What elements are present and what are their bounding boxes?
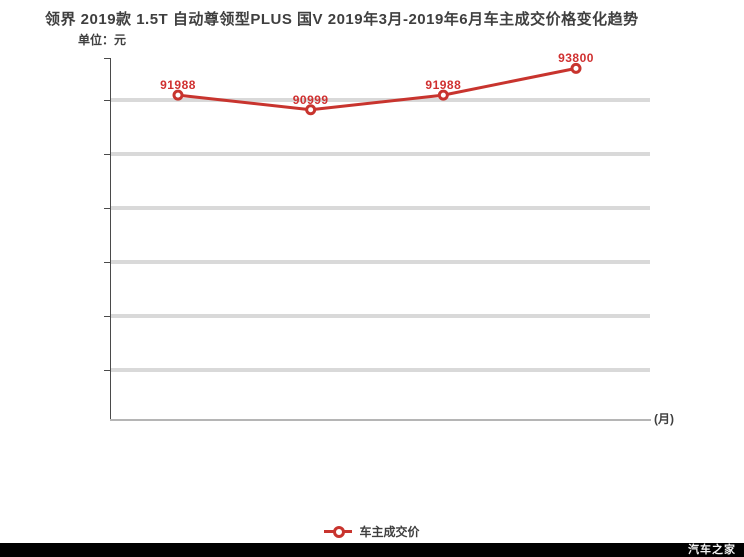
legend: 车主成交价 [0, 522, 744, 540]
footer-bar: 汽车之家 [0, 543, 744, 557]
x-axis-unit-label: (月) [654, 412, 674, 426]
y-axis-tick [104, 100, 110, 101]
gridline [111, 206, 650, 210]
y-axis-tick [104, 154, 110, 155]
y-axis-line [110, 58, 111, 421]
y-axis-tick [104, 316, 110, 317]
price-line-series [172, 62, 582, 116]
data-point-label: 90999 [292, 92, 329, 107]
brand-logo-text: 汽车之家 [688, 544, 736, 556]
data-point-label: 91988 [425, 78, 462, 93]
data-point-label: 93800 [558, 51, 594, 66]
legend-label: 车主成交价 [359, 524, 420, 539]
data-point-label: 91988 [160, 78, 196, 93]
legend-ring-icon [333, 526, 346, 538]
y-axis-tick [104, 58, 110, 59]
x-axis-line [110, 419, 651, 421]
chart-title: 领界 2019款 1.5T 自动尊领型PLUS 国V 2019年3月-2019年… [45, 11, 639, 28]
data-point-marker [570, 62, 582, 74]
y-axis-tick [104, 262, 110, 263]
y-axis-tick [104, 208, 110, 209]
gridline [111, 152, 650, 156]
y-axis-tick [104, 370, 110, 371]
gridline [111, 314, 650, 318]
plot-area: 91988 90999 91988 93800 (月) [104, 51, 674, 426]
gridline [111, 98, 650, 102]
y-axis-unit-label: 单位：元 [78, 33, 127, 47]
legend-series-marker-icon [324, 525, 353, 538]
gridline [111, 260, 650, 264]
gridline [111, 368, 650, 372]
data-point-marker [305, 104, 317, 116]
